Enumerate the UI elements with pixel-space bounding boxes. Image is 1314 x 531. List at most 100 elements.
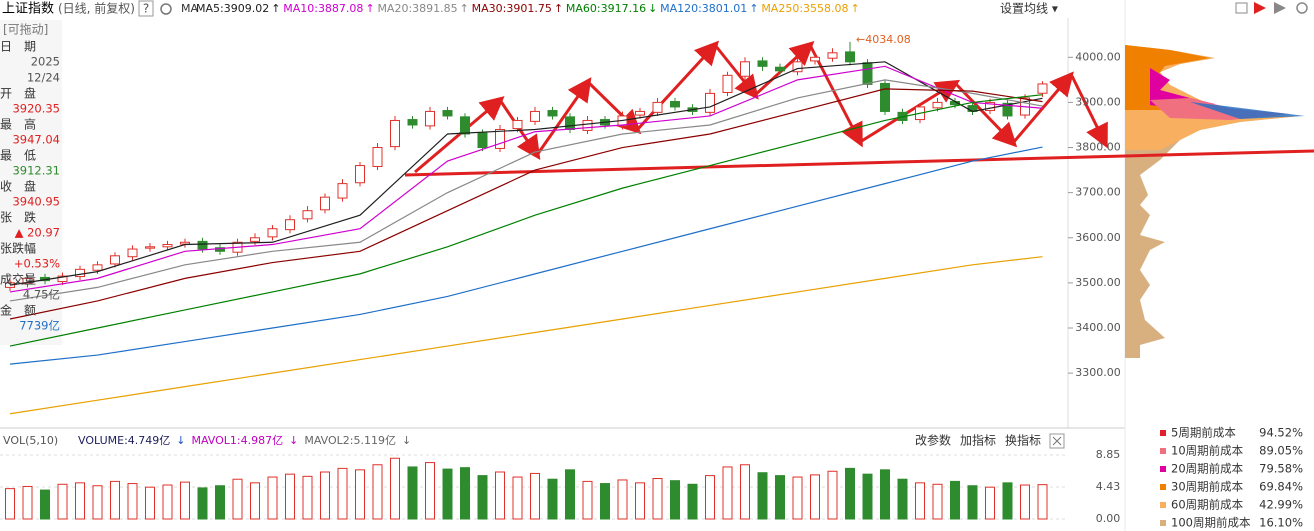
cost-swatch xyxy=(1160,448,1166,454)
cost-label: 30周期前成本 xyxy=(1171,480,1244,494)
candle-body xyxy=(740,61,750,77)
indicator-button[interactable]: 改参数 xyxy=(915,433,951,448)
cost-swatch xyxy=(1160,502,1166,508)
ma-legend: MA30:3901.75 xyxy=(472,2,552,15)
volume-bar xyxy=(285,473,295,520)
volume-bar xyxy=(512,476,523,520)
cost-label: 10周期前成本 xyxy=(1171,444,1244,458)
y-tick-label: 4000.00 xyxy=(1075,50,1121,63)
volume-bar xyxy=(425,462,435,520)
candle-body xyxy=(635,110,645,116)
settings-icon[interactable] xyxy=(160,3,172,15)
cost-label: 100周期前成本 xyxy=(1171,516,1251,530)
candle-body xyxy=(845,51,855,63)
candle-body xyxy=(775,66,785,72)
ma-trend: ↓ xyxy=(648,2,657,15)
cost-swatch xyxy=(1160,466,1166,472)
candle-body xyxy=(75,268,85,278)
info-value: 3940.95 xyxy=(12,195,60,209)
volume-bar xyxy=(477,475,488,520)
candle-body xyxy=(670,101,680,108)
volume-bar xyxy=(180,481,190,520)
volume-bar xyxy=(845,467,855,520)
cost-label: 5周期前成本 xyxy=(1171,426,1236,440)
volume-bar xyxy=(740,464,750,520)
volume-bar xyxy=(582,480,593,520)
volume-bar xyxy=(932,483,943,520)
volume-bar xyxy=(460,467,470,520)
ma-line xyxy=(9,65,1043,293)
ma-label: MA xyxy=(181,2,198,15)
info-label: 成交量 xyxy=(0,272,36,287)
volume-bar xyxy=(897,478,908,520)
candle-body xyxy=(407,119,418,126)
volume-bar xyxy=(145,486,155,520)
ma-legend: MA120:3801.01 xyxy=(660,2,747,15)
cost-value: 42.99% xyxy=(1259,498,1303,512)
candle-body xyxy=(145,246,155,249)
candle-body xyxy=(320,196,330,211)
chip-distribution xyxy=(1125,45,1305,358)
volume-bar xyxy=(1020,484,1030,520)
candle-body xyxy=(197,240,208,250)
indicator-button[interactable]: 加指标 xyxy=(960,433,996,448)
info-label: 张 跌 xyxy=(0,210,36,225)
volume-bar xyxy=(355,469,365,520)
ma-line xyxy=(9,146,1043,365)
y-tick-label: 3800.00 xyxy=(1075,141,1121,154)
candle-body xyxy=(110,255,120,265)
info-label: 金 额 xyxy=(0,303,36,318)
indicator-button[interactable]: 换指标 xyxy=(1005,433,1041,448)
volume-bar xyxy=(687,483,698,520)
cost-value: 16.10% xyxy=(1259,516,1303,530)
ma-line xyxy=(9,256,1043,415)
volume-bar xyxy=(407,466,418,520)
volume-bar xyxy=(810,474,820,520)
settings-menu[interactable]: 设置均线 ▾ xyxy=(1000,2,1058,16)
help-button[interactable] xyxy=(138,0,154,17)
info-label: 收 盘 xyxy=(0,179,36,194)
help-text: ? xyxy=(143,2,149,16)
info-value: 4.75亿 xyxy=(23,288,60,302)
info-label: 最 低 xyxy=(0,149,36,163)
vol-header: ↓ xyxy=(402,434,411,447)
candle-body xyxy=(792,61,803,73)
ma-line xyxy=(9,61,1043,286)
info-label: 最 高 xyxy=(0,117,36,132)
candle-body xyxy=(652,101,663,113)
volume-bar xyxy=(792,476,803,520)
candle-body xyxy=(985,101,995,112)
candle-body xyxy=(722,74,733,93)
vol-icon: VOL(5,10) xyxy=(3,434,58,447)
info-label: 张跌幅 xyxy=(0,241,36,256)
candle-body xyxy=(705,92,715,113)
cost-swatch xyxy=(1160,520,1166,526)
close-indicator[interactable] xyxy=(1049,433,1065,449)
y-tick-label: 3300.00 xyxy=(1075,366,1121,379)
y-tick-label: 3500.00 xyxy=(1075,276,1121,289)
info-value: 2025 xyxy=(31,55,60,69)
toolbar-icons xyxy=(1235,2,1308,14)
candle-body xyxy=(1002,102,1013,117)
y-tick-label: 3900.00 xyxy=(1075,95,1121,108)
candle-body xyxy=(757,60,768,67)
cost-label: 60周期前成本 xyxy=(1171,498,1244,512)
candle-body xyxy=(932,101,943,109)
ma-line xyxy=(9,79,1043,302)
volume-bar xyxy=(57,483,68,520)
candle-body xyxy=(180,241,190,245)
cost-label: 20周期前成本 xyxy=(1171,462,1244,476)
ma-trend: ↑ xyxy=(460,2,469,15)
volume-bar xyxy=(110,480,120,520)
ma-line xyxy=(9,94,1043,347)
candle-body xyxy=(547,110,558,117)
close-x xyxy=(1052,436,1062,446)
candle-body xyxy=(162,244,173,248)
vol-header: ↓ xyxy=(176,434,185,447)
volume-bar xyxy=(967,485,978,520)
ma-legend: MA250:3558.08 xyxy=(761,2,848,15)
volume-bar xyxy=(390,457,400,520)
volume-bar xyxy=(670,480,680,520)
candle-body xyxy=(1037,83,1048,94)
